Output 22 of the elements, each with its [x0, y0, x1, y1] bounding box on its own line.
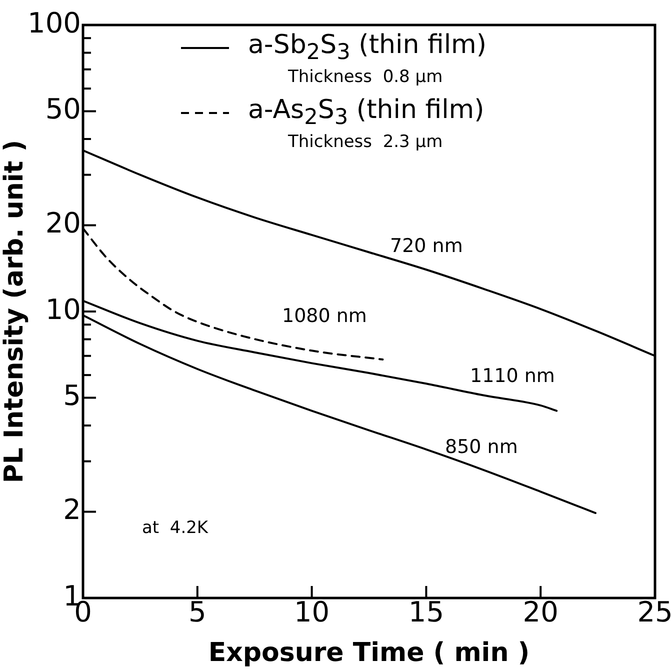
legend-label: a-As$_{2}$S$_{3}$ (thin film): [248, 95, 484, 130]
y-tick-label: 100: [28, 6, 81, 40]
x-tick-label: 10: [294, 595, 330, 628]
y-tick-label: 2: [63, 493, 81, 526]
legend-label: a-Sb$_{2}$S$_{3}$ (thin film): [248, 30, 487, 66]
x-tick-label: 20: [522, 595, 558, 628]
y-tick-label: 10: [45, 292, 81, 326]
annotation: at 4.2K: [142, 518, 208, 538]
x-tick-label: 25: [637, 595, 671, 628]
annotation: 1080 nm: [282, 305, 367, 327]
x-axis-title: Exposure Time ( min ): [208, 638, 530, 668]
annotation: 720 nm: [390, 235, 463, 257]
x-tick-label: 15: [408, 595, 444, 628]
x-tick-label: 5: [188, 595, 206, 628]
annotation: Thickness 2.3 μm: [288, 132, 444, 152]
annotation: 850 nm: [445, 436, 518, 458]
y-tick-label: 20: [45, 206, 81, 240]
y-tick-label: 50: [45, 92, 81, 126]
y-tick-label: 5: [63, 379, 81, 412]
annotation: Thickness 0.8 μm: [288, 67, 444, 88]
y-axis-title: PL Intensity (arb. unit ): [0, 140, 30, 484]
annotation: 1110 nm: [470, 365, 555, 387]
